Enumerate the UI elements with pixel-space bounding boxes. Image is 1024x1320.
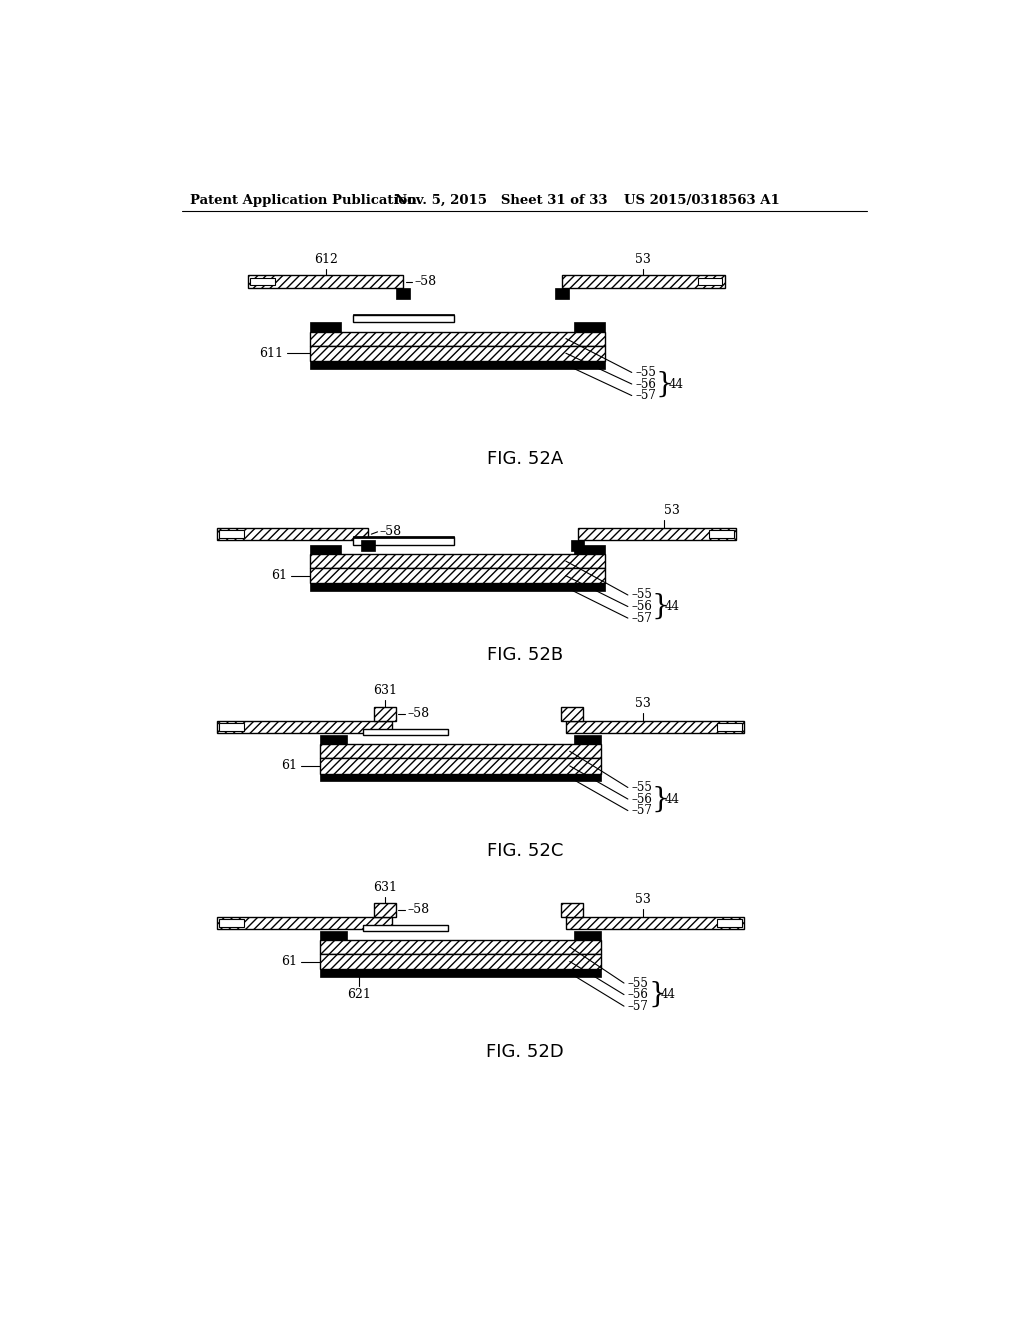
Text: 631: 631 — [374, 880, 397, 894]
Text: 621: 621 — [347, 987, 371, 1001]
Bar — [573, 322, 604, 331]
Text: –57: –57 — [636, 389, 656, 403]
Text: –57: –57 — [632, 611, 652, 624]
Text: FIG. 52A: FIG. 52A — [486, 450, 563, 467]
Text: 44: 44 — [665, 601, 679, 612]
Text: –58: –58 — [379, 525, 401, 539]
Bar — [352, 314, 454, 315]
Bar — [561, 706, 583, 721]
Text: FIG. 52B: FIG. 52B — [486, 645, 563, 664]
Text: –58: –58 — [407, 903, 429, 916]
Bar — [562, 276, 725, 288]
Text: Patent Application Publication: Patent Application Publication — [190, 194, 417, 207]
Bar — [310, 346, 604, 360]
Bar — [573, 545, 604, 554]
Text: –55: –55 — [636, 366, 656, 379]
Text: 53: 53 — [636, 253, 651, 267]
Bar — [321, 940, 601, 954]
Bar — [362, 729, 449, 735]
Text: –58: –58 — [414, 275, 436, 288]
Bar — [361, 540, 375, 552]
Bar — [710, 531, 734, 539]
Bar — [248, 276, 403, 288]
Bar — [321, 954, 601, 969]
Text: 61: 61 — [271, 569, 287, 582]
Text: Nov. 5, 2015   Sheet 31 of 33: Nov. 5, 2015 Sheet 31 of 33 — [395, 194, 608, 207]
Bar — [217, 721, 391, 733]
Text: }: } — [648, 981, 666, 1008]
Bar — [219, 723, 245, 730]
Text: –56: –56 — [632, 601, 652, 612]
Text: 612: 612 — [313, 253, 338, 267]
Bar — [321, 758, 601, 774]
Bar — [362, 924, 449, 931]
Bar — [310, 545, 341, 554]
Text: 53: 53 — [636, 894, 651, 906]
Bar — [570, 540, 585, 552]
Bar — [573, 931, 601, 940]
Bar — [310, 583, 604, 591]
Text: 61: 61 — [281, 759, 297, 772]
Text: FIG. 52D: FIG. 52D — [486, 1043, 563, 1060]
Bar — [321, 774, 601, 781]
Bar — [352, 314, 454, 322]
Bar — [352, 536, 454, 539]
Bar — [251, 277, 275, 285]
Bar — [697, 277, 722, 285]
Text: 53: 53 — [665, 504, 680, 517]
Bar — [341, 322, 573, 331]
Text: –57: –57 — [628, 999, 649, 1012]
Text: FIG. 52C: FIG. 52C — [486, 842, 563, 861]
Bar — [352, 537, 454, 545]
Bar — [555, 288, 569, 298]
Bar — [321, 744, 601, 758]
Text: –55: –55 — [632, 589, 652, 602]
Bar — [217, 528, 369, 540]
Bar — [573, 735, 601, 744]
Bar — [375, 706, 396, 721]
Text: –55: –55 — [628, 977, 649, 990]
Bar — [321, 931, 347, 940]
Text: 44: 44 — [660, 989, 676, 1001]
Bar — [219, 531, 245, 539]
Bar — [310, 322, 341, 331]
Text: 53: 53 — [636, 697, 651, 710]
Text: 44: 44 — [669, 378, 683, 391]
Bar — [347, 735, 573, 744]
Bar — [321, 735, 347, 744]
Bar — [341, 545, 573, 554]
Bar — [375, 903, 396, 917]
Bar — [310, 568, 604, 583]
Bar — [566, 721, 744, 733]
Bar — [310, 554, 604, 568]
Bar — [310, 331, 604, 346]
Bar — [310, 360, 604, 368]
Text: –55: –55 — [632, 781, 652, 795]
Text: }: } — [655, 371, 674, 397]
Text: –57: –57 — [632, 804, 652, 817]
Bar — [396, 288, 410, 298]
Text: –58: –58 — [407, 708, 429, 721]
Bar — [717, 919, 741, 927]
Text: –56: –56 — [628, 989, 649, 1001]
Bar — [347, 931, 573, 940]
Bar — [561, 903, 583, 917]
Bar — [566, 917, 744, 929]
Bar — [219, 919, 245, 927]
Bar — [578, 528, 736, 540]
Bar — [717, 723, 741, 730]
Text: –56: –56 — [632, 792, 652, 805]
Text: 44: 44 — [665, 792, 679, 805]
Text: 631: 631 — [374, 684, 397, 697]
Text: }: } — [652, 785, 670, 813]
Text: US 2015/0318563 A1: US 2015/0318563 A1 — [624, 194, 779, 207]
Bar — [217, 917, 391, 929]
Bar — [321, 969, 601, 977]
Text: 611: 611 — [259, 347, 283, 360]
Text: }: } — [652, 593, 670, 620]
Text: –56: –56 — [636, 378, 656, 391]
Text: 61: 61 — [281, 954, 297, 968]
